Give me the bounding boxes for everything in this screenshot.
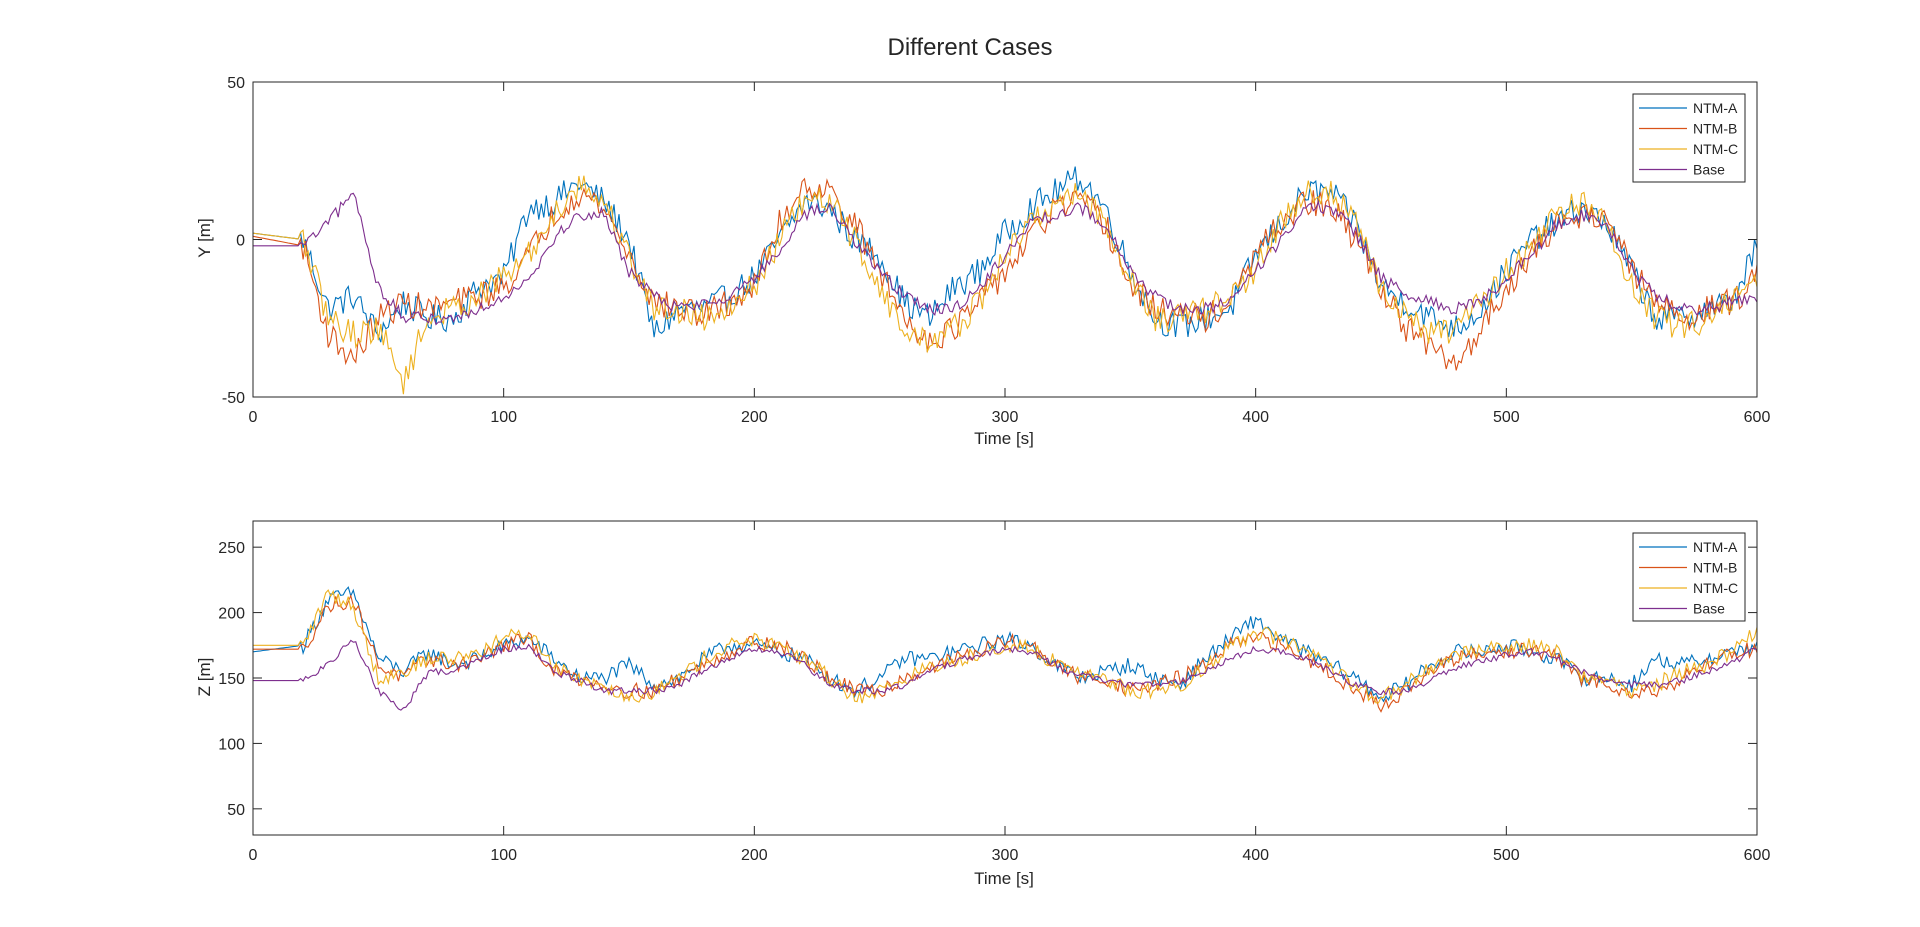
- x-axis-label: Time [s]: [974, 429, 1034, 448]
- x-tick-label: 600: [1744, 847, 1771, 864]
- x-tick-label: 300: [992, 847, 1019, 864]
- legend-label-ntm-a: NTM-A: [1693, 539, 1738, 555]
- x-tick-label: 500: [1493, 847, 1520, 864]
- series-line-base: [253, 192, 1757, 326]
- z-axis-label: Z [m]: [195, 658, 214, 697]
- legend-label-ntm-b: NTM-B: [1693, 560, 1737, 576]
- legend: NTM-A NTM-B NTM-C Base: [1632, 532, 1746, 622]
- series-line-ntm-c: [253, 175, 1757, 395]
- x-tick-label: 200: [741, 847, 768, 864]
- y-tick-label: 100: [218, 736, 245, 753]
- figure-title: Different Cases: [888, 34, 1053, 61]
- x-tick-label: 0: [249, 409, 258, 426]
- y-tick-label: 250: [218, 540, 245, 557]
- legend-label-ntm-c: NTM-C: [1693, 141, 1738, 157]
- y-tick-label: 200: [218, 606, 245, 623]
- legend-label-ntm-c: NTM-C: [1693, 580, 1738, 596]
- legend-label-ntm-b: NTM-B: [1693, 121, 1737, 137]
- x-tick-label: 300: [992, 409, 1019, 426]
- x-tick-label: 100: [490, 409, 517, 426]
- series-line-ntm-b: [253, 593, 1757, 713]
- y-position-axes: Y [m] Time [s] 0 100 200 300 400 500 600-50050…: [195, 75, 1770, 448]
- y-tick-label: 50: [227, 802, 245, 819]
- y-tick-label: 150: [218, 671, 245, 688]
- x-tick-label: 400: [1242, 847, 1269, 864]
- series-line-ntm-c: [253, 589, 1757, 704]
- x-tick-label: 0: [249, 847, 258, 864]
- series-line-ntm-a: [253, 166, 1757, 343]
- series-line-ntm-b: [253, 177, 1757, 371]
- axes-box: [252, 520, 1758, 836]
- series-line-base: [253, 639, 1757, 711]
- x-tick-label: 600: [1744, 409, 1771, 426]
- x-axis-label-lower: Time [s]: [974, 869, 1034, 888]
- x-tick-label: 500: [1493, 409, 1520, 426]
- x-tick-label: 400: [1242, 409, 1269, 426]
- y-tick-label: 50: [227, 75, 245, 92]
- legend-box: [1632, 532, 1746, 622]
- series-line-ntm-a: [253, 586, 1757, 703]
- axes-box: [252, 81, 1758, 398]
- legend: NTM-A NTM-B NTM-C Base: [1632, 93, 1746, 183]
- legend-label-base: Base: [1693, 601, 1725, 617]
- legend-label-base: Base: [1693, 162, 1725, 178]
- x-tick-label: 100: [490, 847, 517, 864]
- x-tick-label: 200: [741, 409, 768, 426]
- z-position-axes: Z [m] Time [s] 0 100 200 300 400 500 600 50 100 1…: [195, 520, 1771, 888]
- legend-label-ntm-a: NTM-A: [1693, 100, 1738, 116]
- y-tick-label: 0: [236, 233, 245, 250]
- y-axis-label: Y [m]: [195, 218, 214, 257]
- legend-box: [1632, 93, 1746, 183]
- y-tick-label: -50: [222, 390, 245, 407]
